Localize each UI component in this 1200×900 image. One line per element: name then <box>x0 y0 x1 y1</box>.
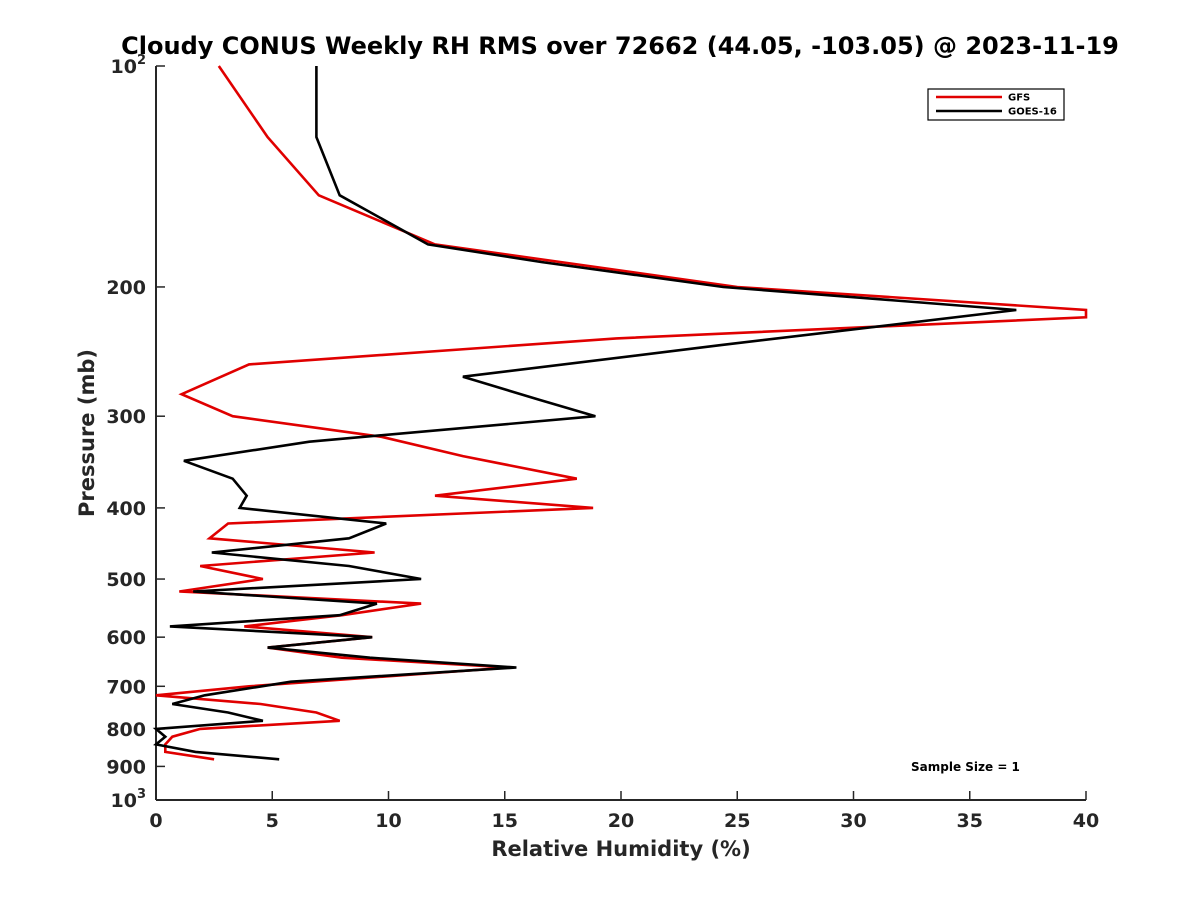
y-tick-label: 700 <box>106 676 146 698</box>
legend-box <box>927 88 1065 121</box>
y-tick-label: 500 <box>106 569 146 591</box>
x-tick-label: 40 <box>1073 810 1099 832</box>
x-tick-label: 20 <box>608 810 634 832</box>
series-layer <box>152 65 1088 761</box>
x-tick-label: 0 <box>149 810 162 832</box>
x-tick-label: 30 <box>840 810 866 832</box>
x-tick-label: 35 <box>957 810 983 832</box>
y-tick-label: 103 <box>111 787 147 812</box>
y-tick-label: 200 <box>106 277 146 299</box>
y-tick-label: 400 <box>106 498 146 520</box>
y-tick-label: 900 <box>106 756 146 778</box>
x-axis-label: Relative Humidity (%) <box>491 837 750 861</box>
x-tick-label: 15 <box>492 810 518 832</box>
x-tick-label: 5 <box>266 810 279 832</box>
y-tick-label: 600 <box>106 627 146 649</box>
y-ticks: 102 200 300 400 500 600 700 800 900 103 <box>106 53 165 812</box>
series-line-goes16 <box>152 66 1017 761</box>
y-tick-label: 102 <box>111 53 147 78</box>
y-tick-label: 800 <box>106 719 146 741</box>
sample-size-annotation: Sample Size = 1 <box>911 760 1020 774</box>
x-ticks: 0 5 10 15 20 25 30 35 40 <box>149 791 1099 832</box>
y-tick-label: 300 <box>106 406 146 428</box>
legend-label-gfs: GFS <box>1008 93 1030 104</box>
legend: GFS GOES-16 <box>927 88 1065 121</box>
series-line-gfs <box>155 65 1088 761</box>
y-axis-label: Pressure (mb) <box>75 349 99 517</box>
x-tick-label: 10 <box>375 810 401 832</box>
x-tick-label: 25 <box>724 810 750 832</box>
chart-title: Cloudy CONUS Weekly RH RMS over 72662 (4… <box>121 32 1119 60</box>
legend-label-goes16: GOES-16 <box>1008 107 1057 118</box>
